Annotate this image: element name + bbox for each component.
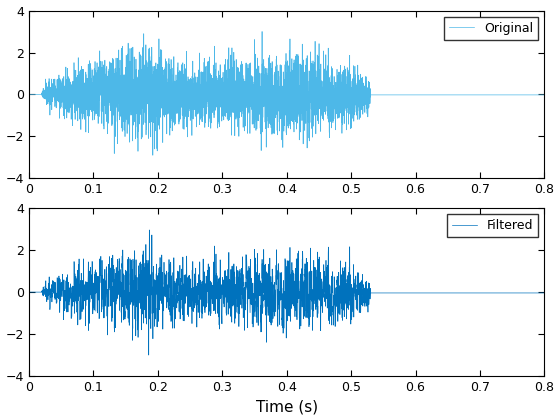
Original bbox=[432, 92, 438, 97]
Filtered bbox=[146, 228, 153, 233]
Original bbox=[150, 153, 156, 158]
Original bbox=[259, 29, 265, 34]
Filtered bbox=[87, 292, 94, 297]
Legend: Original: Original bbox=[444, 17, 538, 40]
Original bbox=[105, 94, 112, 100]
Line: Original: Original bbox=[29, 32, 544, 155]
Filtered bbox=[164, 289, 171, 294]
Line: Filtered: Filtered bbox=[29, 230, 544, 355]
Original bbox=[158, 92, 165, 97]
Filtered bbox=[105, 291, 112, 296]
Original bbox=[164, 81, 171, 86]
Filtered bbox=[158, 287, 165, 292]
Filtered bbox=[146, 352, 152, 357]
Original bbox=[25, 92, 32, 97]
Original bbox=[87, 72, 94, 77]
Filtered bbox=[541, 291, 548, 296]
Filtered bbox=[25, 290, 32, 295]
Original bbox=[72, 80, 78, 85]
Filtered bbox=[72, 271, 78, 276]
X-axis label: Time (s): Time (s) bbox=[255, 399, 318, 415]
Legend: Filtered: Filtered bbox=[447, 215, 538, 237]
Filtered bbox=[432, 291, 438, 296]
Original bbox=[541, 92, 548, 97]
